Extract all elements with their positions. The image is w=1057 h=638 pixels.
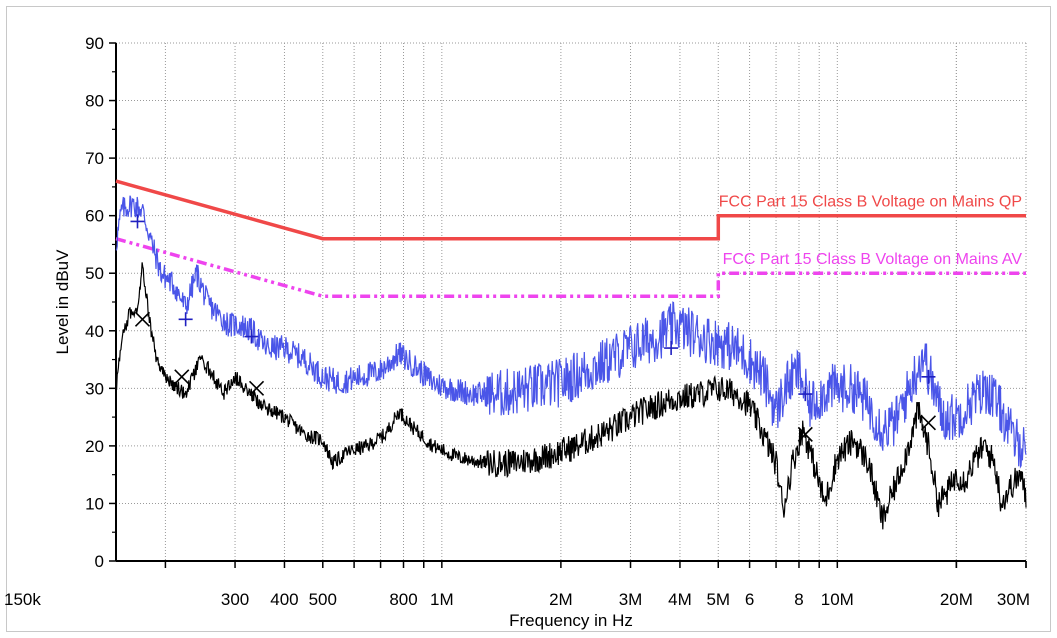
y-tick-label: 40 [85,322,104,341]
x-tick-label: 800 [389,590,417,609]
limit-label-1: FCC Part 15 Class B Voltage on Mains QP [719,194,1022,211]
peak-marker-plus [178,312,193,327]
peak-marker-x [174,369,190,385]
x-tick-label: 30M [997,590,1030,609]
trace-1 [115,195,1027,469]
x-axis-title: Frequency in Hz [509,611,633,630]
peak-markers [130,214,937,442]
x-tick-label: 6 [745,590,754,609]
x-tick-label: 500 [309,590,337,609]
x-tick-label: 400 [270,590,298,609]
peak-marker-x [248,380,265,396]
x-tick-label: 5M [706,590,730,609]
peak-marker-plus [130,214,145,229]
x-tick-labels: 150k 300 400 500 800 1M 2M 3M 4M 5M 6 8 10M 20M 30M [4,590,1030,609]
limit-line-2 [115,237,1026,298]
trace-2 [115,262,1027,530]
limit-lines [115,179,1026,298]
y-tick-label: 0 [95,552,104,571]
y-tick-labels: 0 10 20 30 40 50 60 70 80 90 [85,34,104,571]
measurement-traces [115,195,1027,530]
y-tick-label: 30 [85,379,104,398]
peak-marker-x [797,426,813,442]
limit-label-2: FCC Part 15 Class B Voltage on Mains AV [723,251,1023,268]
peak-marker-plus [798,387,813,402]
x-tick-label: 3M [619,590,643,609]
y-tick-label: 20 [85,437,104,456]
y-tick-label: 90 [85,34,104,53]
y-axis-title: Level in dBuV [53,249,72,355]
axes [109,42,1027,568]
peak-marker-plus [244,329,259,344]
peak-marker-plus [921,369,936,384]
x-tick-label: 300 [221,590,249,609]
peak-marker-plus [664,341,679,356]
x-tick-label: 4M [668,590,692,609]
y-tick-label: 10 [85,494,104,513]
y-tick-label: 80 [85,92,104,111]
x-tick-label: 1M [430,590,454,609]
limit-line-1 [115,179,1026,241]
y-tick-label: 60 [85,207,104,226]
x-tick-label: 10M [821,590,854,609]
x-tick-label: 2M [549,590,573,609]
y-tick-label: 50 [85,264,104,283]
y-tick-label: 70 [85,149,104,168]
grid [116,42,1027,561]
x-tick-label: 150k [4,590,41,609]
limit-labels: FCC Part 15 Class B Voltage on Mains QP F… [719,194,1023,269]
x-tick-label: 20M [940,590,973,609]
peak-marker-x [920,415,937,431]
peak-marker-x [134,311,151,327]
x-tick-label: 8 [794,590,803,609]
